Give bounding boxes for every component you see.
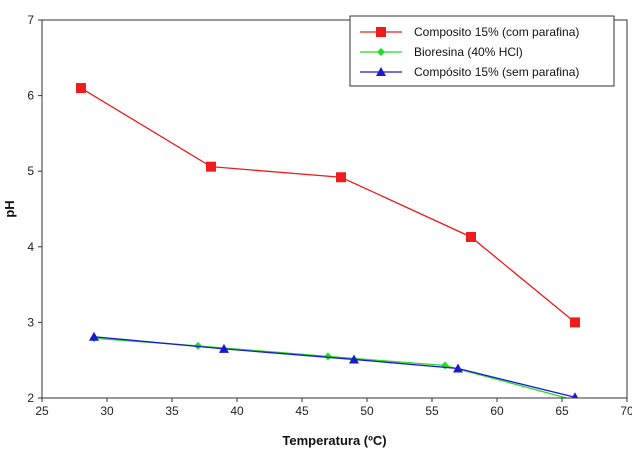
- legend-label: Bioresina (40% HCl): [414, 45, 523, 59]
- data-point: [76, 83, 86, 94]
- x-tick-label: 65: [555, 404, 569, 418]
- x-axis-ticks: 25 30 35 40 45 50 55 60 65 70: [35, 398, 632, 418]
- y-axis-title: pH: [2, 200, 17, 217]
- x-tick-label: 70: [620, 404, 632, 418]
- y-tick-label: 3: [27, 315, 34, 329]
- data-point: [336, 172, 346, 183]
- legend-label: Compósito 15% (sem parafina): [414, 65, 579, 79]
- plot-frame: [41, 19, 628, 399]
- series-line: [80, 87, 576, 323]
- data-point: [206, 161, 216, 172]
- data-point: [324, 352, 332, 361]
- x-axis-title: Temperatura (ºC): [282, 433, 386, 448]
- y-tick-label: 2: [27, 391, 34, 405]
- legend-marker: [376, 67, 386, 76]
- legend-label: Composito 15% (com parafina): [414, 25, 579, 39]
- data-point: [219, 343, 229, 353]
- y-tick-label: 7: [27, 13, 34, 27]
- data-point: [571, 392, 579, 398]
- x-tick-label: 60: [490, 404, 504, 418]
- y-tick-label: 5: [27, 164, 34, 178]
- x-tick-label: 35: [165, 404, 179, 418]
- data-point: [570, 317, 580, 328]
- legend: Composito 15% (com parafina) Bioresina (4…: [349, 15, 615, 87]
- x-tick-label: 50: [360, 404, 374, 418]
- series-2: [90, 334, 577, 398]
- legend-box: [349, 15, 615, 87]
- legend-marker: [377, 48, 385, 56]
- series-3: [89, 331, 579, 398]
- series-line: [93, 337, 570, 398]
- series-layer: [76, 83, 580, 398]
- data-point: [441, 361, 449, 370]
- y-axis-ticks: 2 3 4 5 6 7: [27, 13, 42, 405]
- y-tick-label: 4: [27, 240, 34, 254]
- data-point: [466, 231, 476, 242]
- x-tick-label: 55: [425, 404, 439, 418]
- data-point: [89, 331, 99, 341]
- x-tick-label: 45: [295, 404, 309, 418]
- data-point: [453, 363, 463, 373]
- series-line: [93, 336, 576, 398]
- data-point: [349, 354, 359, 364]
- y-tick-label: 6: [27, 89, 34, 103]
- series-1: [76, 83, 580, 328]
- legend-marker: [376, 27, 386, 37]
- x-tick-label: 40: [230, 404, 244, 418]
- x-tick-label: 30: [100, 404, 114, 418]
- x-tick-label: 25: [35, 404, 49, 418]
